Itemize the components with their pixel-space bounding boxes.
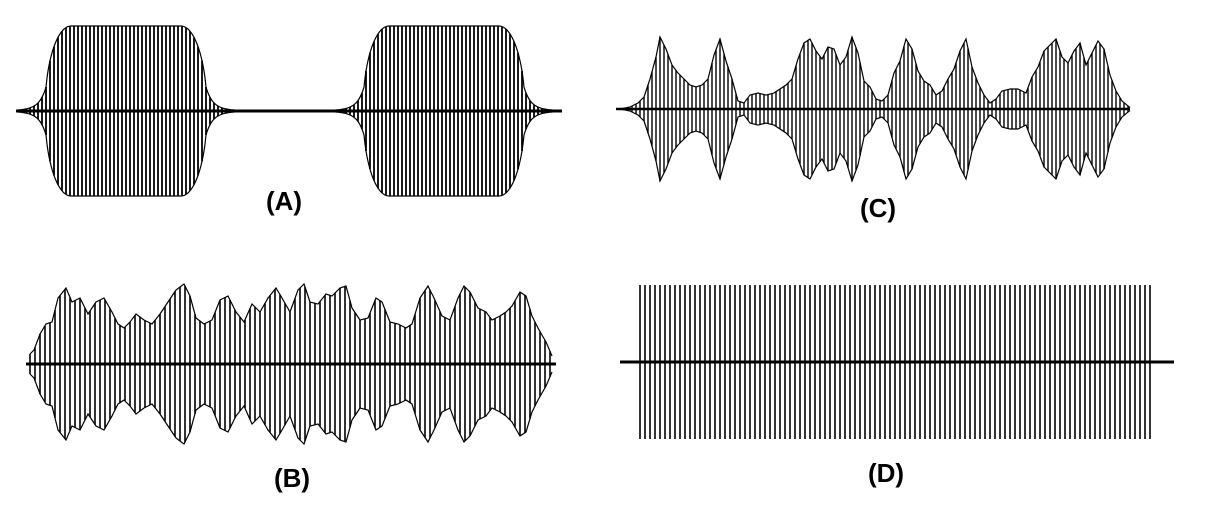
panel-b-waveform: (B) — [26, 284, 556, 493]
panel-d-waveform: (D) — [620, 285, 1174, 488]
panel-b-envelope-bottom — [30, 372, 552, 444]
panel-a-label: (A) — [266, 186, 302, 216]
panel-c-label: (C) — [860, 193, 896, 223]
panel-c-waveform: (C) — [616, 37, 1130, 223]
panel-b-envelope-top — [30, 284, 552, 356]
panel-b-label: (B) — [274, 463, 310, 493]
panel-a-waveform: (A) — [16, 26, 562, 216]
panel-d-label: (D) — [868, 458, 904, 488]
